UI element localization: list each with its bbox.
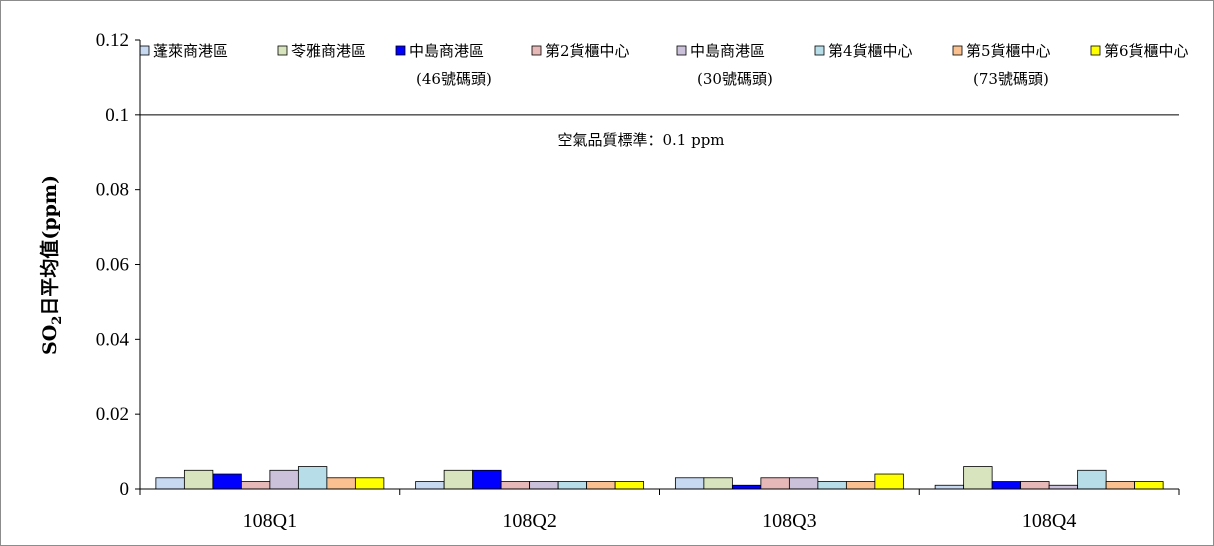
bar (731, 484, 762, 490)
bar (991, 481, 1022, 490)
bars (155, 466, 1164, 490)
x-tick-label: 108Q3 (762, 510, 816, 532)
y-axis-title-rest: 日平均值(ppm) (38, 175, 61, 316)
y-tick-label: 0.12 (96, 30, 129, 51)
bar (500, 481, 531, 490)
legend-swatch (676, 45, 687, 56)
legend-label: 苓雅商港區 (291, 42, 366, 60)
bar (1048, 484, 1079, 490)
y-axis-title-subscript: 2 (50, 316, 65, 325)
bar (472, 469, 502, 490)
bar (1105, 481, 1136, 490)
y-tick-label: 0.06 (96, 255, 129, 276)
legend-swatch (395, 45, 406, 56)
bar (557, 481, 588, 490)
legend-label: 中島商港區 (690, 42, 765, 60)
axes: 0 0.02 0.04 0.06 0.08 0.1 0.12 108Q1 108Q2 108Q3 1… (96, 30, 1180, 532)
legend-label: (73號碼頭) (973, 70, 1049, 88)
legend-label: 中島商港區 (409, 42, 484, 60)
air-quality-standard-line: 空氣品質標準：0.1 ppm (140, 114, 1179, 149)
y-tick-label: 0.08 (96, 180, 129, 201)
legend-label: 第6貨櫃中心 (1104, 42, 1189, 60)
bar (354, 477, 385, 490)
legend-label: 第5貨櫃中心 (966, 42, 1051, 60)
legend-label: 第4貨櫃中心 (828, 42, 913, 60)
y-tick-label: 0 (120, 479, 130, 500)
legend-swatch (139, 45, 150, 56)
y-axis-title-text: SO2日平均值(ppm) (38, 175, 65, 355)
x-tick-label: 108Q2 (502, 510, 556, 532)
bar (297, 466, 328, 490)
legend-label: (46號碼頭) (416, 70, 492, 88)
bar (240, 481, 271, 490)
bar (788, 477, 819, 490)
bar (155, 477, 185, 490)
legend-swatch (814, 45, 825, 56)
bar (934, 484, 965, 490)
y-axis-title-main: SO (39, 325, 61, 355)
legend-label: (30號碼頭) (697, 70, 773, 88)
bar (326, 477, 356, 490)
bar (845, 481, 876, 490)
y-tick-label: 0.04 (96, 329, 130, 350)
bar (874, 473, 904, 490)
bar (674, 477, 705, 490)
bar (1020, 481, 1050, 490)
bar (963, 466, 993, 490)
legend-swatch (277, 45, 288, 56)
bar (817, 481, 847, 490)
bar (212, 473, 242, 490)
y-axis-title: SO2日平均值(ppm) (38, 175, 65, 355)
y-tick-label: 0.1 (105, 105, 129, 126)
bar (415, 481, 445, 490)
legend-swatch (952, 45, 963, 56)
bar (586, 481, 616, 490)
y-tick-label: 0.02 (96, 404, 129, 425)
legend-swatch (531, 45, 542, 56)
bar (443, 469, 474, 490)
reference-line-label: 空氣品質標準：0.1 ppm (557, 131, 724, 149)
bar (183, 469, 214, 490)
bar (614, 481, 645, 490)
bar (1077, 469, 1107, 490)
legend-label: 第2貨櫃中心 (545, 42, 630, 60)
legend-label: 蓬萊商港區 (153, 42, 228, 60)
bar (760, 477, 790, 490)
legend-swatch (1090, 45, 1101, 56)
legend: 蓬萊商港區 苓雅商港區 中島商港區 (46號碼頭) 第2貨櫃中心 中島商港區 (30號碼頭)… (139, 42, 1189, 88)
bar (529, 481, 559, 490)
bar (269, 469, 299, 490)
bar (703, 477, 733, 490)
x-tick-label: 108Q1 (243, 510, 297, 532)
bar (1134, 481, 1164, 490)
x-tick-label: 108Q4 (1022, 510, 1076, 532)
